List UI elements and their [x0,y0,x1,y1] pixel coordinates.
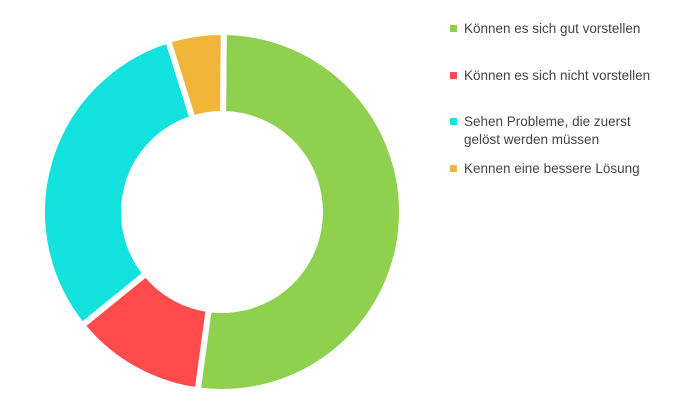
legend-swatch-nicht [450,72,457,79]
legend-label-probleme: Sehen Probleme, die zuerst gelöst werden… [464,114,631,147]
legend-swatch-probleme [450,118,457,125]
legend-label-besser: Kennen eine bessere Lösung [464,161,640,176]
slice-bessere-loesung[interactable] [164,29,227,123]
legend-swatch-besser [450,165,457,172]
legend-item-probleme[interactable]: Sehen Probleme, die zuerst gelöst werden… [450,113,665,149]
legend-item-nicht[interactable]: Können es sich nicht vorstellen [450,67,650,85]
legend-label-gut: Können es sich gut vorstellen [464,21,641,36]
donut-svg [39,28,405,395]
legend-item-gut[interactable]: Können es sich gut vorstellen [450,20,640,38]
slice-probleme[interactable] [39,36,197,330]
legend-swatch-gut [450,25,457,32]
legend-label-nicht: Können es sich nicht vorstellen [464,68,651,83]
slice-gut-vorstellen[interactable] [194,28,405,395]
legend-item-besser[interactable]: Kennen eine bessere Lösung [450,160,640,178]
